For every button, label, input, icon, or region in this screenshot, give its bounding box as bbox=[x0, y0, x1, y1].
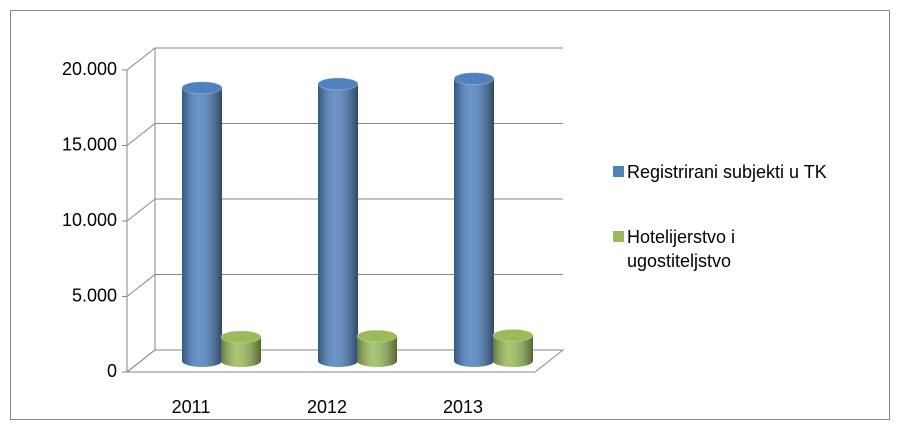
chart-border bbox=[10, 10, 890, 420]
bar-shade bbox=[318, 83, 358, 367]
grid-line bbox=[126, 198, 563, 222]
bar-shade bbox=[182, 87, 222, 367]
legend-item: Registrirani subjekti u TK bbox=[613, 160, 827, 184]
y-tick-label: 0 bbox=[107, 361, 117, 381]
bar-top bbox=[492, 328, 534, 342]
grid-line bbox=[126, 47, 563, 71]
bar-top bbox=[220, 330, 262, 344]
x-tick-label: 2012 bbox=[307, 397, 347, 417]
bar-top bbox=[356, 329, 398, 343]
y-tick-label: 10.000 bbox=[62, 210, 117, 230]
bar-top bbox=[317, 77, 359, 91]
y-tick-label: 15.000 bbox=[62, 134, 117, 154]
y-tick-label: 5.000 bbox=[72, 285, 117, 305]
legend-swatch bbox=[613, 231, 624, 242]
legend-item: Hotelijerstvo i ugostiteljstvo bbox=[613, 225, 777, 273]
legend-label: Hotelijerstvo i ugostiteljstvo bbox=[627, 227, 736, 271]
bar-top bbox=[453, 72, 495, 86]
bar-shade bbox=[357, 336, 397, 367]
bar-top bbox=[181, 81, 223, 95]
grid-line bbox=[126, 274, 563, 297]
x-tick-label: 2013 bbox=[443, 397, 483, 417]
bar-shade bbox=[221, 336, 261, 367]
bar-shade bbox=[454, 78, 494, 367]
x-tick-label: 2011 bbox=[172, 397, 211, 417]
y-tick-label: 20.000 bbox=[62, 59, 117, 79]
legend-swatch bbox=[613, 166, 624, 177]
bar-shade bbox=[493, 335, 533, 367]
legend-label: Registrirani subjekti u TK bbox=[627, 162, 827, 182]
grid-line bbox=[126, 349, 563, 373]
grid-line bbox=[126, 123, 563, 146]
